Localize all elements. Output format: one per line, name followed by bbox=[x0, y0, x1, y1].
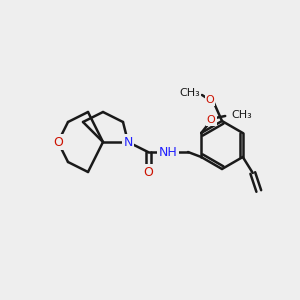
Text: N: N bbox=[123, 136, 133, 148]
Text: CH₃: CH₃ bbox=[179, 88, 200, 98]
Text: O: O bbox=[143, 166, 153, 178]
Text: O: O bbox=[207, 115, 216, 125]
Text: O: O bbox=[206, 95, 214, 105]
Text: NH: NH bbox=[159, 146, 177, 158]
Text: CH₃: CH₃ bbox=[231, 110, 252, 120]
Text: O: O bbox=[53, 136, 63, 148]
